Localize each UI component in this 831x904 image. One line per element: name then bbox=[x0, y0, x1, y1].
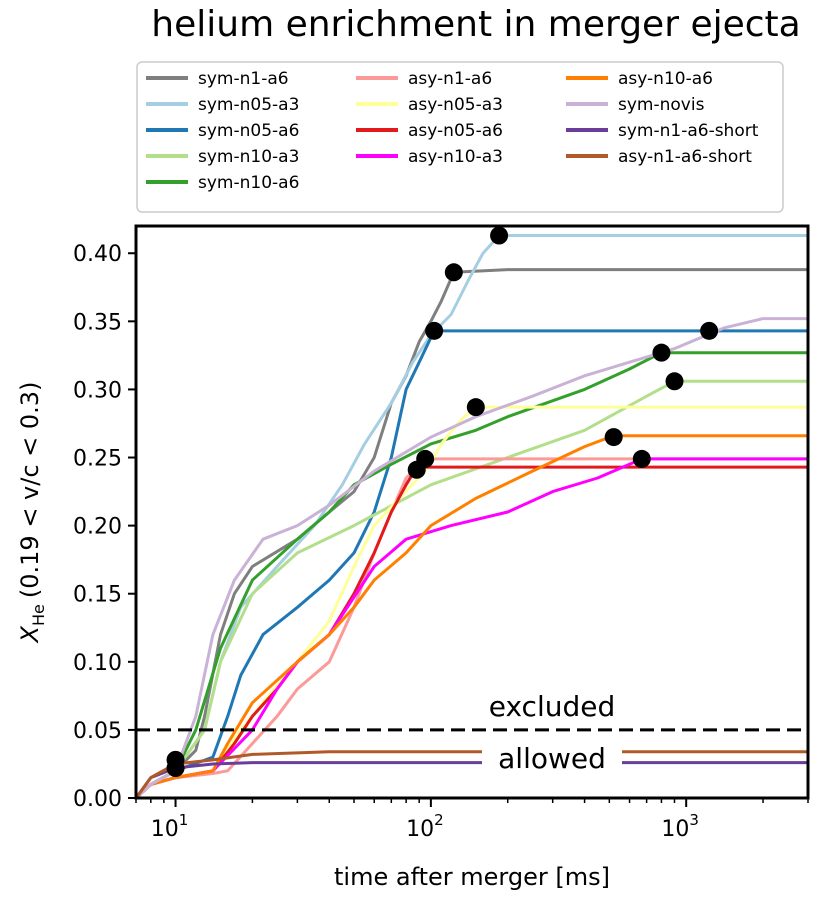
excluded-label: excluded bbox=[489, 690, 616, 723]
legend-label: asy-n05-a3 bbox=[408, 95, 503, 115]
y-tick-label: 0.25 bbox=[73, 447, 122, 472]
series-line-asy-n1-a6-short bbox=[136, 750, 808, 798]
end-marker bbox=[700, 321, 719, 340]
legend: sym-n1-a6 sym-n05-a3 sym-n05-a6 sym-n10-a3 s… bbox=[136, 61, 784, 213]
allowed-label: allowed bbox=[498, 742, 606, 775]
legend-label: sym-novis bbox=[618, 95, 705, 115]
x-tick-exponent: 2 bbox=[434, 811, 444, 829]
end-marker bbox=[416, 449, 435, 468]
allowed-label-background bbox=[482, 738, 622, 770]
plot-frame bbox=[134, 224, 810, 800]
y-axis-label-rest: (0.19 < v/c < 0.3) bbox=[16, 382, 44, 599]
end-marker bbox=[466, 398, 485, 417]
y-tick-label: 0.15 bbox=[73, 583, 122, 608]
y-tick-label: 0.40 bbox=[73, 242, 122, 267]
y-tick-label: 0.20 bbox=[73, 515, 122, 540]
y-tick-label: 0.00 bbox=[73, 787, 122, 812]
series-line-asy-n10-a6 bbox=[136, 434, 808, 798]
legend-frame bbox=[136, 61, 784, 213]
end-marker bbox=[490, 226, 509, 245]
legend-label: asy-n10-a3 bbox=[408, 147, 503, 167]
legend-label: asy-n1-a6-short bbox=[618, 147, 752, 167]
y-tick-label: 0.30 bbox=[73, 378, 122, 403]
x-tick-exponent: 3 bbox=[689, 811, 699, 829]
end-marker bbox=[444, 263, 463, 282]
legend-label: sym-n1-a6 bbox=[198, 69, 289, 89]
y-tick-label: 0.10 bbox=[73, 651, 122, 676]
series-line-sym-n05-a3 bbox=[136, 234, 808, 798]
series-line-sym-n05-a6 bbox=[136, 329, 808, 798]
end-marker bbox=[652, 343, 671, 362]
series-line-sym-novis bbox=[136, 317, 808, 798]
end-marker bbox=[166, 759, 185, 778]
legend-label: asy-n10-a6 bbox=[618, 69, 713, 89]
end-marker bbox=[632, 449, 651, 468]
legend-label: sym-n10-a6 bbox=[198, 173, 299, 193]
x-tick-label: 101 bbox=[151, 811, 189, 842]
legend-label: sym-n10-a3 bbox=[198, 147, 299, 167]
y-tick-label: 0.05 bbox=[73, 719, 122, 744]
x-tick-label: 102 bbox=[406, 811, 444, 842]
chart-title: helium enrichment in merger ejecta bbox=[151, 4, 800, 45]
y-axis-label-main: X bbox=[16, 625, 44, 644]
end-marker bbox=[665, 372, 684, 391]
y-axis-label: XHe (0.19 < v/c < 0.3) bbox=[16, 382, 48, 645]
legend-label: sym-n05-a3 bbox=[198, 95, 299, 115]
y-tick-label: 0.35 bbox=[73, 310, 122, 335]
x-axis-label: time after merger [ms] bbox=[334, 863, 610, 891]
series-line-sym-n1-a6-short bbox=[136, 761, 808, 798]
legend-label: asy-n1-a6 bbox=[408, 69, 492, 89]
legend-label: sym-n1-a6-short bbox=[618, 121, 759, 141]
x-tick-exponent: 1 bbox=[179, 811, 189, 829]
legend-label: sym-n05-a6 bbox=[198, 121, 299, 141]
legend-label: asy-n05-a6 bbox=[408, 121, 503, 141]
end-marker bbox=[604, 428, 623, 447]
marker-group bbox=[166, 226, 719, 778]
series-line-asy-n05-a6 bbox=[136, 465, 808, 798]
x-tick-label: 103 bbox=[661, 811, 699, 842]
end-marker bbox=[425, 321, 444, 340]
series-group bbox=[136, 234, 808, 798]
y-axis-label-sub: He bbox=[29, 604, 48, 626]
series-line-sym-n1-a6 bbox=[136, 268, 808, 798]
